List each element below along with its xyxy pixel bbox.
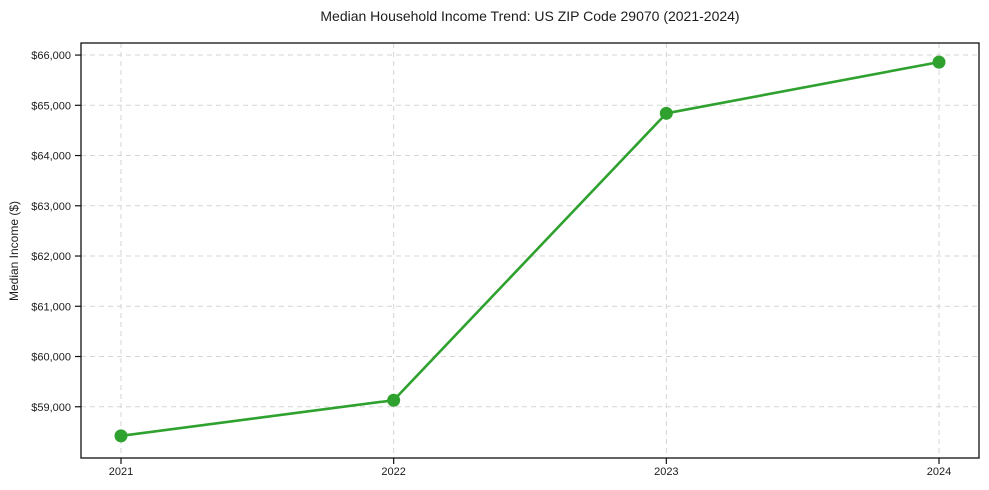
data-point-2021 bbox=[114, 429, 128, 443]
x-tick-label: 2023 bbox=[654, 466, 678, 478]
y-tick-label: $63,000 bbox=[31, 201, 71, 213]
y-tick-label: $59,000 bbox=[31, 402, 71, 414]
plot-border bbox=[80, 42, 980, 459]
x-tick-label: 2024 bbox=[927, 466, 951, 478]
grid-layer bbox=[81, 43, 979, 458]
trend-line bbox=[119, 60, 941, 438]
y-tick-label: $61,000 bbox=[31, 301, 71, 313]
data-point-2022 bbox=[387, 393, 401, 407]
y-tick-label: $66,000 bbox=[31, 50, 71, 62]
data-point-2023 bbox=[659, 106, 673, 120]
data-point-2024 bbox=[932, 55, 946, 69]
x-tick-label: 2021 bbox=[109, 466, 133, 478]
y-tick-label: $62,000 bbox=[31, 251, 71, 263]
y-tick-label: $64,000 bbox=[31, 151, 71, 163]
data-series-layer bbox=[114, 55, 946, 443]
tick-label-layer: $59,000 $60,000 $61,000 $62,000 $63,000 $64,0… bbox=[31, 50, 951, 478]
y-axis-label: Median Income ($) bbox=[7, 201, 21, 301]
y-tick-label: $65,000 bbox=[31, 100, 71, 112]
x-tick-label: 2022 bbox=[381, 466, 405, 478]
axis-layer bbox=[75, 42, 980, 464]
chart-title: Median Household Income Trend: US ZIP Co… bbox=[320, 8, 739, 24]
y-tick-label: $60,000 bbox=[31, 352, 71, 364]
